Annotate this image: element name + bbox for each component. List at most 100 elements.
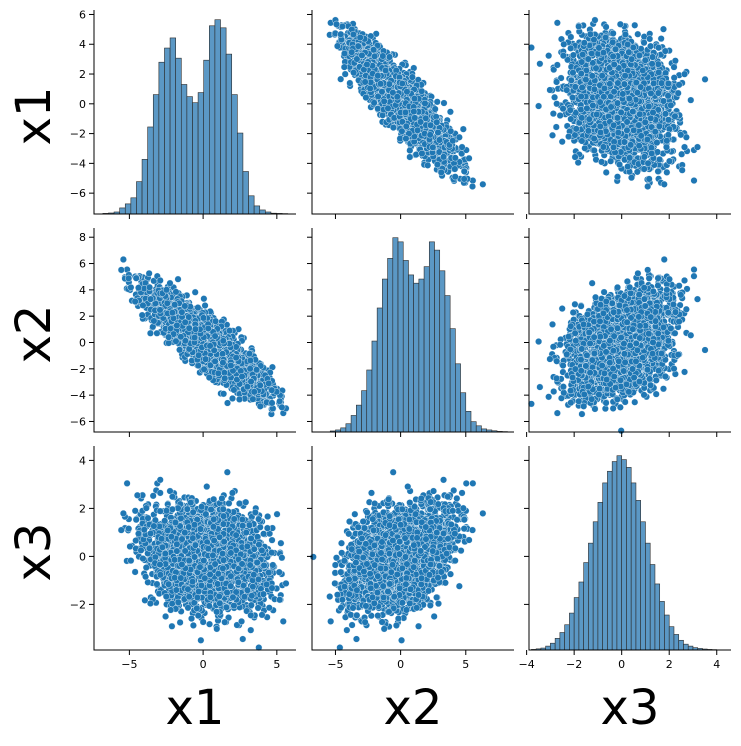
scatter-point (407, 147, 414, 154)
hist-bar (254, 206, 260, 214)
hist-bar (164, 48, 170, 214)
scatter-point (386, 81, 393, 88)
scatter-point (348, 49, 355, 56)
scatter-point (691, 177, 698, 184)
scatter-point (628, 174, 635, 181)
y-tick-label: −4 (70, 157, 86, 170)
scatter-point (359, 52, 366, 59)
scatter-point (461, 168, 468, 175)
scatter-point (404, 88, 411, 95)
scatter-point (452, 155, 459, 162)
scatter-point (438, 169, 445, 176)
scatter-point (665, 92, 672, 99)
scatter-point (554, 20, 561, 27)
scatter-point (417, 119, 424, 126)
scatter-point (371, 100, 378, 107)
scatter-point (433, 119, 440, 126)
scatter-point (364, 61, 371, 68)
scatter-point (549, 132, 556, 139)
scatter-point (440, 154, 447, 161)
y-tick-label: −2 (70, 128, 86, 141)
scatter-point (660, 26, 667, 33)
hist-bar (187, 97, 193, 214)
scatter-point (535, 103, 542, 110)
hist-bar (226, 54, 232, 214)
scatter-point (409, 74, 416, 81)
y-tick-label: 2 (79, 68, 86, 81)
scatter-point (357, 34, 364, 41)
scatter-point (469, 183, 476, 190)
scatter-point (459, 144, 466, 151)
scatter-point (371, 53, 378, 60)
scatter-point (559, 138, 566, 145)
scatter-point (407, 154, 414, 161)
scatter-point (447, 108, 454, 115)
hist-bar (170, 38, 176, 214)
scatter-point (631, 22, 638, 29)
scatter-point (385, 105, 392, 112)
scatter-point (422, 100, 429, 107)
scatter-point (607, 158, 614, 165)
panel-x1-x2 (307, 10, 514, 219)
scatter-point (379, 88, 386, 95)
scatter-point (603, 24, 610, 31)
hist-bar (215, 20, 221, 214)
scatter-point (342, 71, 349, 78)
scatter-point (434, 161, 441, 168)
hist-bar (159, 62, 165, 214)
scatter-point (414, 127, 421, 134)
hist-bar (148, 127, 154, 214)
scatter-point (411, 95, 418, 102)
scatter-point (694, 144, 701, 151)
y-tick-label: 0 (79, 98, 86, 111)
scatter-point (380, 53, 387, 60)
hist-bar (120, 208, 126, 214)
scatter-point (367, 85, 374, 92)
hist-bar (142, 159, 148, 214)
scatter-point (664, 169, 671, 176)
hist-bar (192, 103, 198, 214)
scatter-point (427, 122, 434, 129)
hist-bar (198, 93, 204, 214)
scatter-point (419, 150, 426, 157)
y-tick-label: 6 (79, 8, 86, 21)
scatter-point (447, 128, 454, 135)
scatter-point (436, 137, 443, 144)
scatter-point (403, 135, 410, 142)
scatter-point (341, 64, 348, 71)
scatter-point (537, 60, 544, 67)
hist-bar (232, 95, 238, 214)
scatter-point (370, 47, 377, 54)
scatter-point (411, 108, 418, 115)
y-tick-label: 4 (79, 38, 86, 51)
scatter-point (375, 105, 382, 112)
hist-bar (136, 182, 142, 214)
scatter-point (377, 81, 384, 88)
scatter-point (424, 162, 431, 169)
scatter-point (411, 115, 418, 122)
hist-bar (181, 84, 187, 214)
scatter-point (434, 99, 441, 106)
scatter-point (456, 134, 463, 141)
scatter-point (678, 151, 685, 158)
scatter-point (403, 123, 410, 130)
scatter-point (461, 176, 468, 183)
scatter-point (432, 106, 439, 113)
scatter-point (350, 69, 357, 76)
scatter-point (441, 100, 448, 107)
scatter-point (430, 144, 437, 151)
scatter-point (347, 80, 354, 87)
scatter-point (592, 17, 599, 24)
scatter-point (333, 21, 340, 28)
scatter-point (450, 137, 457, 144)
scatter-point (466, 155, 473, 162)
hist-bar (260, 210, 266, 214)
scatter-point (480, 181, 487, 188)
hist-bar (237, 133, 243, 214)
scatter-point (334, 43, 341, 50)
hist-bar (176, 58, 182, 214)
hist-bar (221, 28, 227, 214)
scatter-point (362, 79, 369, 86)
scatter-point (375, 72, 382, 79)
